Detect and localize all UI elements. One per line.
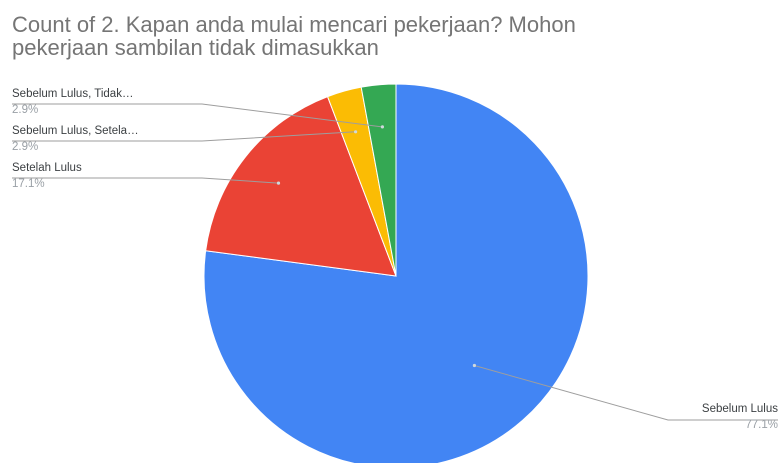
leader-line-2 bbox=[12, 177, 279, 184]
slice-percent-1: 77.1% bbox=[745, 419, 778, 431]
chart-title-line-2: pekerjaan sambilan tidak dimasukkan bbox=[12, 35, 379, 60]
leader-dot-1 bbox=[472, 363, 476, 368]
slice-percent-4: 2.9% bbox=[12, 104, 38, 116]
leader-line-3 bbox=[12, 131, 356, 142]
slice-label-1: Sebelum Lulus bbox=[702, 403, 778, 415]
chart-title: Count of 2. Kapan anda mulai mencari pek… bbox=[12, 13, 772, 59]
leader-line-1 bbox=[474, 365, 778, 421]
pie-slices bbox=[203, 83, 589, 463]
slice-percent-3: 2.9% bbox=[12, 141, 38, 153]
pie-labels: Sebelum Lulus 77.1% Setelah Lulus 17.1% Sebe… bbox=[12, 88, 778, 431]
leader-dot-4 bbox=[380, 125, 384, 129]
leader-dot-2 bbox=[276, 181, 281, 185]
slice-label-2: Setelah Lulus bbox=[12, 162, 82, 174]
leader-dot-3 bbox=[354, 130, 358, 134]
chart-title-line-1: Count of 2. Kapan anda mulai mencari pek… bbox=[12, 12, 576, 37]
slice-percent-2: 17.1% bbox=[12, 178, 45, 190]
pie-slice-1[interactable] bbox=[203, 83, 589, 463]
slice-label-3: Sebelum Lulus, Setela… bbox=[12, 125, 139, 137]
pie-slice-2[interactable] bbox=[205, 95, 397, 277]
pie-slice-4[interactable] bbox=[360, 83, 397, 277]
slice-label-4: Sebelum Lulus, Tidak… bbox=[12, 88, 133, 100]
leader-line-4 bbox=[12, 103, 383, 128]
